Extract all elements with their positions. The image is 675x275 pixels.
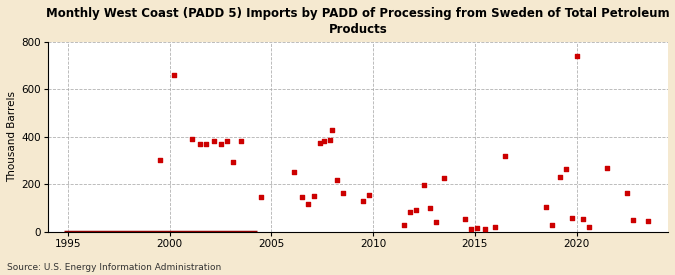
Point [236,139,246,144]
Point [500,153,511,158]
Point [583,225,594,229]
Point [577,217,588,221]
Point [215,142,226,146]
Point [567,215,578,220]
Point [439,176,450,180]
Text: Source: U.S. Energy Information Administration: Source: U.S. Energy Information Administ… [7,263,221,272]
Point [418,183,429,188]
Point [561,167,572,171]
Point [480,227,491,232]
Y-axis label: Thousand Barrels: Thousand Barrels [7,91,17,182]
Point [315,141,325,145]
Point [398,222,409,227]
Point [547,222,558,227]
Point [325,138,335,142]
Point [308,194,319,198]
Point [555,175,566,179]
Point [541,205,551,209]
Point [490,225,501,229]
Point [465,227,476,232]
Title: Monthly West Coast (PADD 5) Imports by PADD of Processing from Sweden of Total P: Monthly West Coast (PADD 5) Imports by P… [46,7,670,36]
Point [256,195,267,200]
Point [431,220,441,225]
Point [571,54,582,58]
Point [628,218,639,222]
Point [319,139,329,144]
Point [195,142,206,146]
Point [209,139,220,144]
Point [404,210,415,214]
Point [288,170,299,175]
Point [187,137,198,141]
Point [227,160,238,164]
Point [331,177,342,182]
Point [622,190,632,195]
Point [327,127,338,132]
Point [168,73,179,77]
Point [425,206,435,210]
Point [338,190,348,195]
Point [364,193,375,197]
Point [154,158,165,163]
Point [459,217,470,221]
Point [201,142,212,146]
Point [410,208,421,213]
Point [643,219,653,223]
Point [221,139,232,144]
Point [302,202,313,207]
Point [296,195,307,200]
Point [601,166,612,170]
Point [358,199,369,203]
Point [471,226,482,230]
